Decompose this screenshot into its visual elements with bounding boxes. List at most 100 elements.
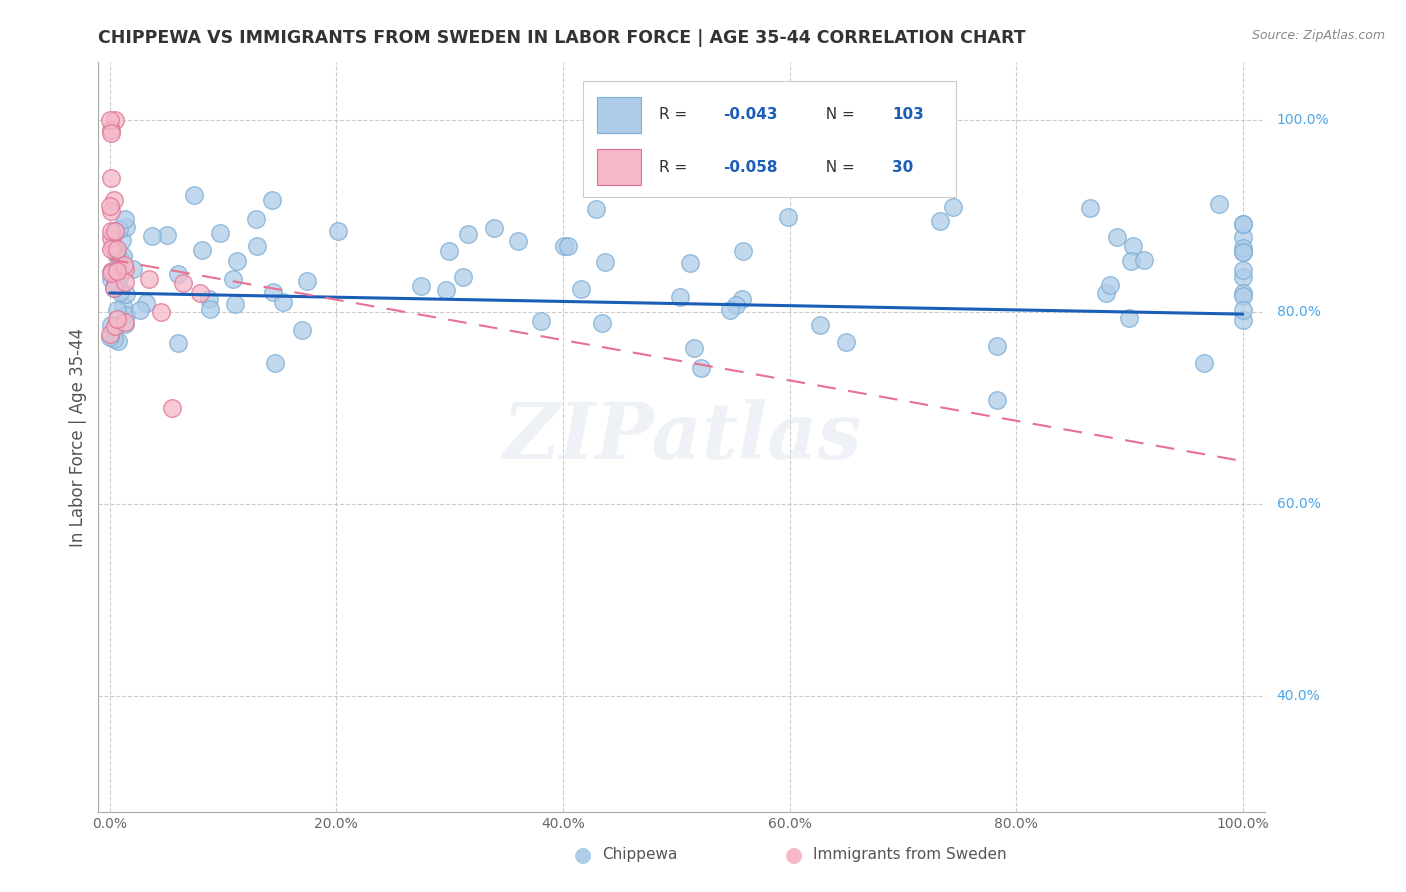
Point <box>1232 241 1254 255</box>
Point <box>1105 229 1128 244</box>
Point <box>1232 270 1254 285</box>
Point <box>718 303 741 318</box>
Point <box>105 312 128 326</box>
Text: Chippewa: Chippewa <box>602 847 678 862</box>
Text: 80.0%: 80.0% <box>1277 305 1320 319</box>
Point <box>679 256 702 270</box>
Point <box>1118 311 1140 326</box>
Point <box>262 285 284 300</box>
Point <box>107 334 129 348</box>
Point <box>103 281 125 295</box>
Point <box>326 224 349 238</box>
Point <box>1232 285 1254 300</box>
Point <box>585 202 607 216</box>
Point <box>1232 217 1254 231</box>
Point <box>569 282 592 296</box>
Point <box>683 341 706 355</box>
Point <box>1232 245 1254 260</box>
Point <box>941 200 963 214</box>
Point <box>434 283 457 297</box>
Point <box>103 281 125 295</box>
Point <box>100 224 122 238</box>
Point <box>114 317 136 331</box>
Point <box>224 297 246 311</box>
Point <box>183 188 205 202</box>
Point <box>104 277 127 292</box>
Point <box>1121 253 1143 268</box>
FancyBboxPatch shape <box>596 149 641 186</box>
Y-axis label: In Labor Force | Age 35-44: In Labor Force | Age 35-44 <box>69 327 87 547</box>
Point <box>108 221 131 235</box>
Point <box>105 244 128 258</box>
Point <box>731 244 754 258</box>
Point <box>1232 217 1254 231</box>
Text: Immigrants from Sweden: Immigrants from Sweden <box>813 847 1007 862</box>
Point <box>690 360 713 375</box>
Point <box>208 227 231 241</box>
Point <box>98 199 121 213</box>
Point <box>107 302 129 317</box>
Point <box>198 293 221 307</box>
Point <box>883 173 905 187</box>
Point <box>457 227 479 241</box>
Point <box>1133 252 1156 267</box>
Text: R =: R = <box>658 107 692 122</box>
Point <box>107 277 129 292</box>
Point <box>100 271 122 285</box>
Text: 100.0%: 100.0% <box>1277 113 1329 127</box>
Point <box>100 122 122 136</box>
Point <box>439 244 461 258</box>
Point <box>101 263 124 277</box>
Point <box>668 290 690 304</box>
Text: CHIPPEWA VS IMMIGRANTS FROM SWEDEN IN LABOR FORCE | AGE 35-44 CORRELATION CHART: CHIPPEWA VS IMMIGRANTS FROM SWEDEN IN LA… <box>98 29 1026 47</box>
Point <box>986 392 1008 407</box>
Point <box>114 315 136 329</box>
Point <box>98 113 121 128</box>
Point <box>1232 313 1254 327</box>
Point <box>115 220 138 235</box>
Point <box>112 258 135 272</box>
Point <box>557 239 579 253</box>
Point <box>103 113 125 128</box>
Point <box>271 294 294 309</box>
Point <box>112 250 135 264</box>
Point <box>103 228 125 243</box>
Point <box>114 262 136 277</box>
Point <box>135 295 157 310</box>
Text: Source: ZipAtlas.com: Source: ZipAtlas.com <box>1251 29 1385 42</box>
Point <box>108 285 131 300</box>
Point <box>104 224 127 238</box>
Point <box>1192 356 1215 370</box>
Text: -0.043: -0.043 <box>723 107 778 122</box>
Point <box>105 246 128 260</box>
Point <box>929 214 952 228</box>
Point <box>100 326 122 341</box>
Point <box>1232 245 1254 260</box>
Text: R =: R = <box>658 160 692 175</box>
Point <box>834 335 856 350</box>
Point <box>101 239 124 253</box>
Point <box>100 265 122 279</box>
Point <box>260 194 283 208</box>
Point <box>110 253 132 268</box>
Point <box>1232 303 1254 318</box>
Point <box>453 269 475 284</box>
Text: ●: ● <box>575 845 592 864</box>
Point <box>141 229 163 244</box>
Point <box>222 272 245 286</box>
Text: 60.0%: 60.0% <box>1277 498 1320 511</box>
FancyBboxPatch shape <box>596 97 641 133</box>
Point <box>1098 278 1121 293</box>
Point <box>724 298 747 312</box>
Point <box>225 254 247 268</box>
Point <box>111 299 134 313</box>
Point <box>295 274 318 288</box>
Point <box>591 316 613 330</box>
Point <box>100 170 122 185</box>
Point <box>108 271 131 285</box>
Point <box>103 332 125 346</box>
Point <box>675 103 697 118</box>
Point <box>100 242 122 256</box>
Point <box>104 319 127 334</box>
Point <box>245 212 267 227</box>
